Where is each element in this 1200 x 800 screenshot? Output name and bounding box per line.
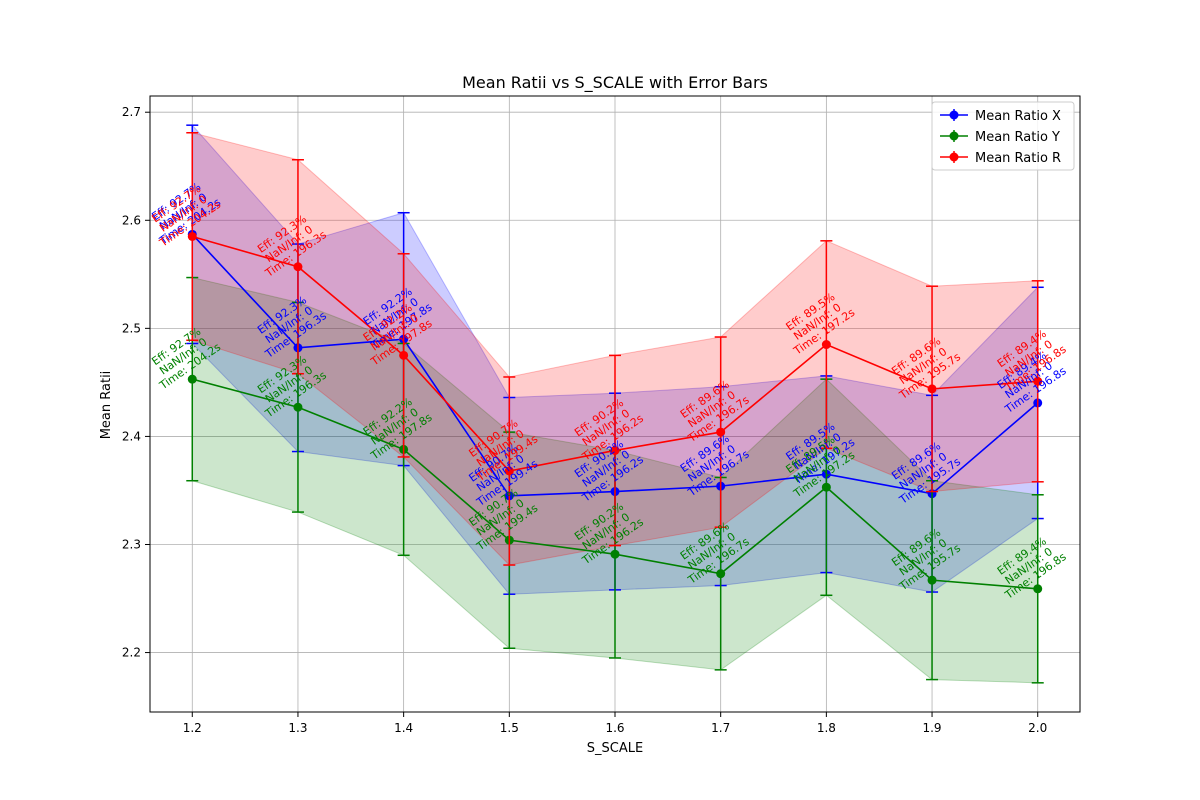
data-point	[821, 340, 831, 350]
chart-title: Mean Ratii vs S_SCALE with Error Bars	[462, 73, 768, 93]
legend-box	[931, 101, 1075, 171]
data-point	[927, 575, 937, 585]
data-point	[1033, 376, 1043, 386]
data-point	[293, 262, 303, 272]
x-tick-label: 1.8	[817, 721, 836, 735]
data-point	[187, 374, 197, 384]
x-tick-label: 1.5	[500, 721, 519, 735]
y-tick-label: 2.7	[122, 105, 141, 119]
legend-label: Mean Ratio R	[975, 151, 1061, 166]
legend-marker	[949, 131, 959, 141]
y-tick-label: 2.5	[122, 321, 141, 335]
x-tick-label: 1.3	[288, 721, 307, 735]
data-point	[716, 569, 726, 579]
x-tick-label: 1.2	[183, 721, 202, 735]
data-point	[610, 445, 620, 455]
data-point	[293, 402, 303, 412]
legend-marker	[949, 110, 959, 120]
data-point	[187, 231, 197, 241]
x-tick-label: 1.9	[922, 721, 941, 735]
x-tick-label: 2.0	[1028, 721, 1047, 735]
data-point	[821, 482, 831, 492]
y-tick-label: 2.3	[122, 537, 141, 551]
y-tick-label: 2.4	[122, 429, 141, 443]
y-axis-label: Mean Ratii	[99, 371, 114, 440]
data-point	[927, 384, 937, 394]
data-point	[716, 427, 726, 437]
data-point	[504, 466, 514, 476]
data-point	[610, 549, 620, 559]
legend: Mean Ratio X Mean Ratio Y Mean Ratio R	[931, 101, 1075, 171]
legend-label: Mean Ratio X	[975, 109, 1061, 124]
x-tick-label: 1.7	[711, 721, 730, 735]
legend-label: Mean Ratio Y	[975, 130, 1060, 145]
data-point	[399, 350, 409, 360]
y-tick-label: 2.6	[122, 213, 141, 227]
x-axis-label: S_SCALE	[587, 741, 643, 756]
x-tick-label: 1.6	[605, 721, 624, 735]
y-tick-label: 2.2	[122, 646, 141, 660]
data-point	[1033, 584, 1043, 594]
legend-marker	[949, 152, 959, 162]
x-tick-label: 1.4	[394, 721, 413, 735]
